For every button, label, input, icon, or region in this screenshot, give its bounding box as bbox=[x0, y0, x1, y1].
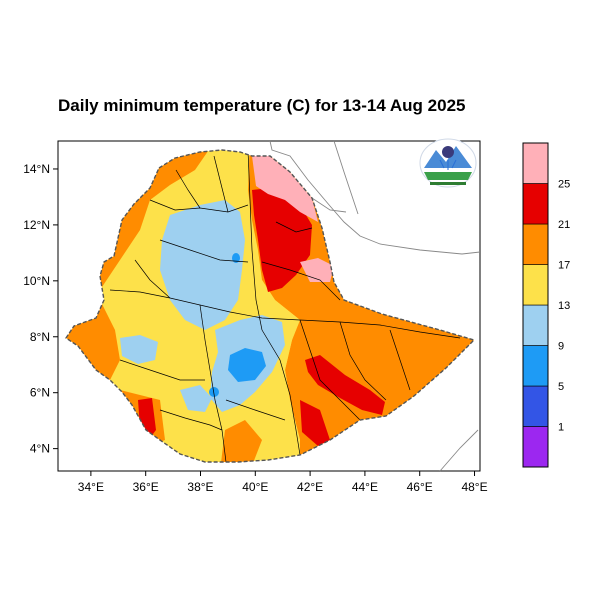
colorbar-bin bbox=[522, 304, 549, 346]
lon-tick-label: 48°E bbox=[461, 480, 487, 494]
colorbar-bin bbox=[522, 385, 549, 427]
country-outline bbox=[65, 149, 476, 463]
colorbar-bin bbox=[522, 183, 549, 225]
latitude-axis: 14°N 12°N 10°N 8°N 6°N 4°N bbox=[23, 162, 58, 456]
lon-tick-label: 42°E bbox=[297, 480, 323, 494]
lon-tick-label: 34°E bbox=[78, 480, 104, 494]
lat-tick-label: 4°N bbox=[30, 442, 50, 456]
colorbar: 1 5 9 13 17 21 25 bbox=[522, 142, 570, 468]
colorbar-bin bbox=[522, 142, 549, 184]
lon-tick-label: 38°E bbox=[187, 480, 213, 494]
admin-boundaries bbox=[109, 150, 461, 462]
colorbar-label: 13 bbox=[558, 300, 570, 312]
colorbar-bin bbox=[522, 345, 549, 387]
lon-tick-label: 46°E bbox=[407, 480, 433, 494]
lon-tick-label: 44°E bbox=[352, 480, 378, 494]
colorbar-label: 25 bbox=[558, 179, 570, 191]
colorbar-label: 21 bbox=[558, 219, 570, 231]
lat-tick-label: 14°N bbox=[23, 162, 50, 176]
longitude-axis: 34°E 36°E 38°E 40°E 42°E 44°E 46°E 48°E bbox=[78, 471, 488, 494]
lon-tick-label: 36°E bbox=[133, 480, 159, 494]
colorbar-border bbox=[522, 142, 549, 468]
lat-tick-label: 6°N bbox=[30, 386, 50, 400]
lat-tick-label: 8°N bbox=[30, 330, 50, 344]
map-title: Daily minimum temperature (C) for 13-14 … bbox=[58, 96, 466, 115]
colorbar-bin bbox=[522, 264, 549, 306]
colorbar-bin bbox=[522, 426, 549, 468]
colorbar-label: 5 bbox=[558, 381, 564, 393]
ethiopian-meteorology-institute-logo bbox=[419, 138, 477, 188]
colorbar-label: 9 bbox=[558, 341, 564, 353]
lat-tick-label: 12°N bbox=[23, 218, 50, 232]
colorbar-label: 1 bbox=[558, 422, 564, 434]
colorbar-label: 17 bbox=[558, 260, 570, 272]
lat-tick-label: 10°N bbox=[23, 274, 50, 288]
colorbar-bin bbox=[522, 223, 549, 265]
lon-tick-label: 40°E bbox=[242, 480, 268, 494]
context-borders bbox=[269, 140, 481, 472]
